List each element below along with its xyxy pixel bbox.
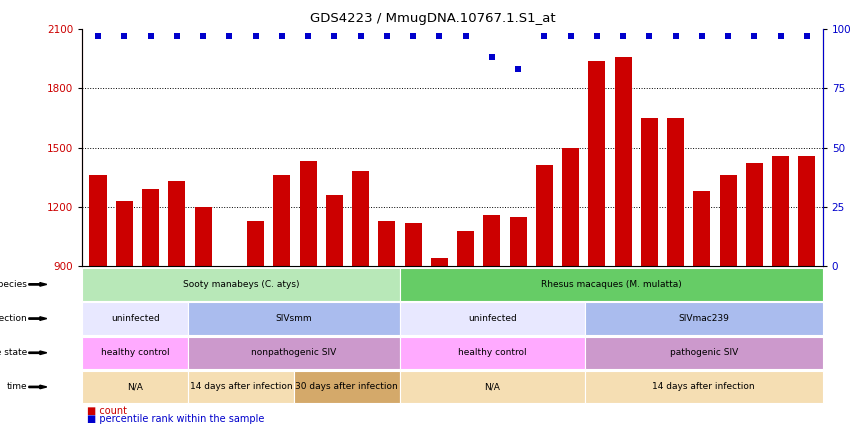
Bar xyxy=(168,181,185,444)
Bar xyxy=(720,175,737,444)
Bar xyxy=(615,56,631,444)
Bar xyxy=(352,171,369,444)
Point xyxy=(695,32,709,40)
Point xyxy=(511,66,525,73)
Point xyxy=(144,32,158,40)
Point xyxy=(538,32,552,40)
Point xyxy=(353,32,367,40)
Text: ■ count: ■ count xyxy=(87,406,126,416)
Text: pathogenic SIV: pathogenic SIV xyxy=(669,348,738,357)
Text: 14 days after infection: 14 days after infection xyxy=(652,382,755,392)
Point xyxy=(590,32,604,40)
Point xyxy=(669,32,682,40)
Point xyxy=(327,32,341,40)
Point xyxy=(643,32,656,40)
Text: uninfected: uninfected xyxy=(111,314,159,323)
Bar xyxy=(221,272,238,444)
Bar xyxy=(562,148,579,444)
Bar xyxy=(274,175,290,444)
Bar xyxy=(588,60,605,444)
Bar xyxy=(483,215,501,444)
Bar xyxy=(247,221,264,444)
Bar xyxy=(430,258,448,444)
Point xyxy=(773,32,787,40)
Point xyxy=(721,32,735,40)
Point xyxy=(485,54,499,61)
Point xyxy=(170,32,184,40)
Bar xyxy=(694,191,710,444)
Text: nonpathogenic SIV: nonpathogenic SIV xyxy=(251,348,337,357)
Point xyxy=(91,32,105,40)
Point xyxy=(564,32,578,40)
Text: healthy control: healthy control xyxy=(100,348,170,357)
Bar xyxy=(404,223,422,444)
Text: N/A: N/A xyxy=(484,382,500,392)
Text: time: time xyxy=(7,382,28,392)
Text: species: species xyxy=(0,280,28,289)
Point xyxy=(118,32,132,40)
Point xyxy=(380,32,394,40)
Text: GDS4223 / MmugDNA.10767.1.S1_at: GDS4223 / MmugDNA.10767.1.S1_at xyxy=(310,12,556,25)
Bar xyxy=(116,201,132,444)
Point xyxy=(249,32,262,40)
Bar xyxy=(89,175,107,444)
Bar xyxy=(326,195,343,444)
Point xyxy=(275,32,288,40)
Bar xyxy=(772,155,789,444)
Point xyxy=(800,32,814,40)
Bar xyxy=(667,118,684,444)
Text: SIVmac239: SIVmac239 xyxy=(678,314,729,323)
Point xyxy=(301,32,315,40)
Bar xyxy=(536,166,553,444)
Text: healthy control: healthy control xyxy=(458,348,527,357)
Point xyxy=(223,32,236,40)
Bar xyxy=(457,231,475,444)
Point xyxy=(406,32,420,40)
Bar xyxy=(509,217,527,444)
Bar xyxy=(798,155,816,444)
Point xyxy=(459,32,473,40)
Point xyxy=(617,32,630,40)
Point xyxy=(432,32,446,40)
Text: ■ percentile rank within the sample: ■ percentile rank within the sample xyxy=(87,414,264,424)
Text: Sooty manabeys (C. atys): Sooty manabeys (C. atys) xyxy=(183,280,299,289)
Bar xyxy=(641,118,658,444)
Text: 30 days after infection: 30 days after infection xyxy=(295,382,398,392)
Point xyxy=(747,32,761,40)
Bar xyxy=(195,207,211,444)
Text: infection: infection xyxy=(0,314,28,323)
Text: N/A: N/A xyxy=(127,382,143,392)
Text: disease state: disease state xyxy=(0,348,28,357)
Point xyxy=(196,32,210,40)
Text: uninfected: uninfected xyxy=(468,314,516,323)
Text: Rhesus macaques (M. mulatta): Rhesus macaques (M. mulatta) xyxy=(540,280,682,289)
Text: 14 days after infection: 14 days after infection xyxy=(190,382,292,392)
Bar xyxy=(378,221,396,444)
Bar xyxy=(142,189,159,444)
Bar xyxy=(746,163,763,444)
Text: SIVsmm: SIVsmm xyxy=(275,314,312,323)
Bar xyxy=(300,162,317,444)
